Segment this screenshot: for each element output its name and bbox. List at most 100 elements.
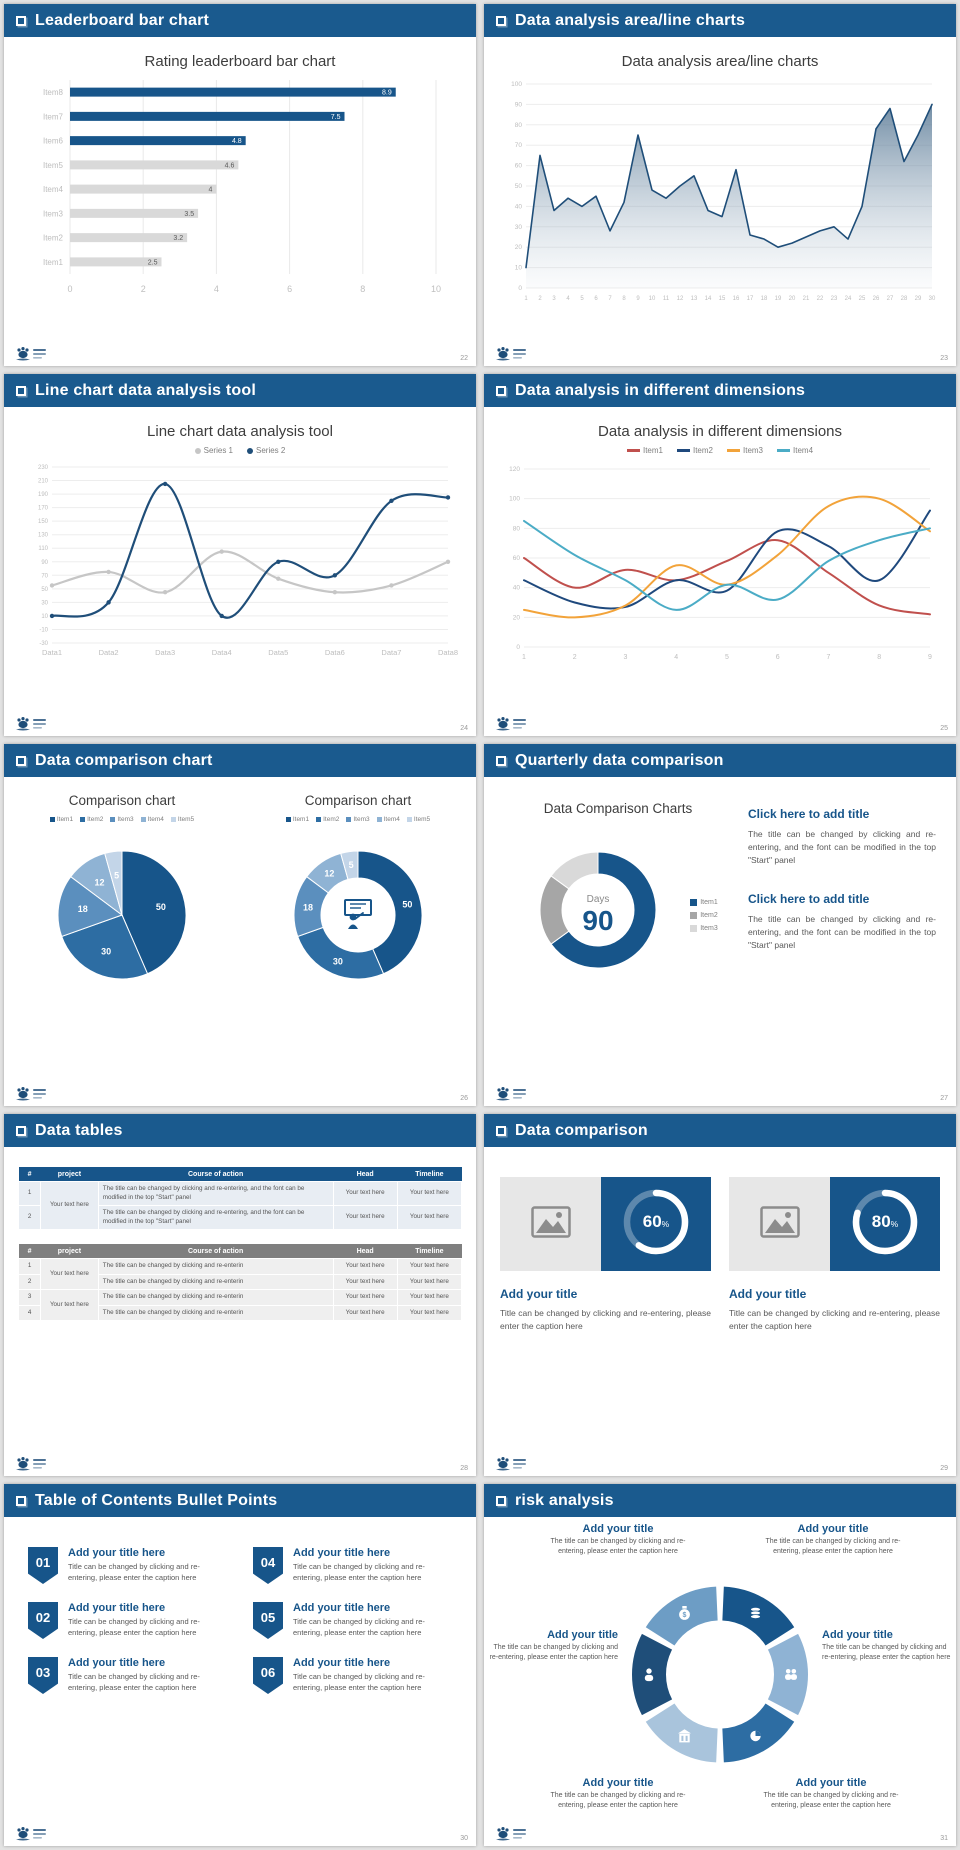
legend-item: Item4: [376, 816, 400, 823]
square-bullet-icon: [16, 15, 26, 26]
legend-swatch: [777, 449, 791, 452]
table-cell: Your text here: [40, 1181, 99, 1230]
slide-header: Line chart data analysis tool: [4, 374, 476, 407]
legend-item: Item1: [626, 446, 663, 455]
square-bullet-icon: [496, 755, 506, 766]
legend-item: Item1: [49, 816, 73, 823]
svg-text:Days: Days: [587, 894, 610, 905]
card-caption: Title can be changed by clicking and re-…: [500, 1308, 711, 1331]
text-block: Click here to add title The title can be…: [748, 807, 936, 868]
svg-text:5: 5: [114, 871, 119, 881]
risk-title: Add your title: [582, 1523, 654, 1535]
svg-text:80: 80: [515, 122, 523, 129]
svg-text:13: 13: [691, 296, 698, 302]
slide-risk-analysis[interactable]: risk analysis $ Add your title The title…: [484, 1484, 956, 1846]
table-cell: 2: [17, 1273, 42, 1290]
svg-text:170: 170: [38, 506, 49, 512]
legend-label: Item1: [642, 446, 663, 455]
table-cell: The title can be changed by clicking and…: [97, 1205, 334, 1230]
comparison-card: 80% Add your title Title can be changed …: [729, 1177, 940, 1333]
column-header: #: [18, 1244, 41, 1259]
svg-text:4.6: 4.6: [225, 162, 235, 169]
risk-wheel-diagram: $: [620, 1575, 820, 1780]
badge-number: 05: [260, 1610, 276, 1625]
donut-chart: 50 30 18 12 5: [258, 827, 458, 1014]
slide-header: Quarterly data comparison: [484, 744, 956, 777]
table-cell: The title can be changed by clicking and…: [97, 1181, 334, 1206]
risk-title: Add your title: [797, 1523, 869, 1535]
slide-body: 60% Add your title Title can be changed …: [484, 1147, 956, 1476]
toc-item: 03 Add your title here Title can be chan…: [28, 1657, 227, 1694]
slide-body: Data analysis area/line charts 0 10 20 30 40…: [484, 37, 956, 366]
risk-caption: The title can be changed by clicking and…: [550, 1538, 686, 1555]
svg-text:0: 0: [67, 284, 72, 294]
donut-panel: Data Comparison Charts Days 90 Item1 Item…: [492, 793, 744, 1106]
table-cell: 2: [17, 1205, 42, 1230]
svg-text:50: 50: [156, 902, 166, 912]
svg-text:24: 24: [845, 296, 852, 302]
svg-text:7.5: 7.5: [331, 114, 341, 121]
slide-header-title: Line chart data analysis tool: [35, 381, 256, 399]
legend-item: Item5: [170, 816, 194, 823]
svg-text:4: 4: [208, 187, 212, 194]
toc-title: Add your title here: [68, 1602, 166, 1614]
legend-item: Item3: [727, 446, 763, 455]
square-bullet-icon: [496, 1125, 506, 1136]
image-placeholder-icon: [530, 1205, 571, 1243]
legend-item: Series 1: [194, 446, 233, 455]
svg-text:Data8: Data8: [438, 648, 458, 657]
slide-data-comparison-cards[interactable]: Data comparison 60% Add your title Title…: [484, 1114, 956, 1476]
svg-text:10: 10: [431, 284, 441, 294]
svg-text:120: 120: [509, 466, 520, 473]
slide-toc-bullet-points[interactable]: Table of Contents Bullet Points 01 Add y…: [4, 1484, 476, 1846]
legend-swatch: [170, 817, 176, 822]
slide-header-title: Data comparison: [515, 1121, 648, 1139]
table-cell: Your text here: [396, 1258, 463, 1275]
table-row: 1 Your text here The title can be change…: [17, 1258, 463, 1290]
block-body: The title can be changed by clicking and…: [748, 829, 936, 866]
table-row: 2 The title can be changed by clicking a…: [17, 1205, 463, 1230]
slide-body: Data Comparison Charts Days 90 Item1 Item…: [484, 777, 956, 1106]
svg-text:$: $: [683, 1612, 687, 1619]
square-bullet-icon: [496, 1495, 506, 1506]
badge-number: 03: [35, 1665, 51, 1680]
multi-line-chart: 0 20 40 60 80 100 120 1 2 3 4 5 6 7 8 9: [484, 459, 956, 676]
svg-text:Data2: Data2: [99, 648, 119, 657]
risk-caption: The title can be changed by clicking and…: [489, 1644, 618, 1661]
legend-item: Item2: [80, 816, 103, 823]
legend-label: Item3: [700, 925, 718, 932]
svg-text:1: 1: [524, 296, 528, 302]
risk-item: Add your title The title can be changed …: [752, 1523, 914, 1557]
svg-text:6: 6: [287, 284, 292, 294]
svg-text:9: 9: [928, 654, 932, 661]
slide-header: risk analysis: [484, 1484, 956, 1517]
svg-text:80%: 80%: [872, 1212, 899, 1231]
svg-text:27: 27: [887, 296, 894, 302]
svg-text:Data3: Data3: [155, 648, 175, 657]
slide-leaderboard-bar-chart[interactable]: Leaderboard bar chart Rating leaderboard…: [4, 4, 476, 366]
building-icon: [678, 1729, 691, 1743]
slide-header-title: Data tables: [35, 1121, 123, 1139]
svg-text:Item4: Item4: [43, 185, 64, 194]
slide-line-chart-tool[interactable]: Line chart data analysis tool Line chart…: [4, 374, 476, 736]
slide-header: Data analysis in different dimensions: [484, 374, 956, 407]
progress-ring-80: 80%: [845, 1182, 925, 1267]
slide-data-comparison-chart[interactable]: Data comparison chart Comparison chart I…: [4, 744, 476, 1106]
toc-caption: Title can be changed by clicking and re-…: [293, 1617, 425, 1637]
slide-data-tables[interactable]: Data tables # project Course of action H…: [4, 1114, 476, 1476]
toc-item: 05 Add your title here Title can be chan…: [253, 1602, 452, 1639]
slide-header-title: Data analysis area/line charts: [515, 11, 746, 29]
slide-dimensions-analysis[interactable]: Data analysis in different dimensions Da…: [484, 374, 956, 736]
table-cell: Your text here: [396, 1205, 463, 1230]
slide-quarterly-comparison[interactable]: Quarterly data comparison Data Compariso…: [484, 744, 956, 1106]
svg-text:40: 40: [515, 203, 523, 210]
slide-body: Comparison chart Item1 Item2 Item3 Item4…: [4, 777, 476, 1106]
svg-text:25: 25: [859, 296, 866, 302]
svg-text:40: 40: [513, 585, 521, 592]
svg-text:80: 80: [513, 525, 521, 532]
slide-area-line-charts[interactable]: Data analysis area/line charts Data anal…: [484, 4, 956, 366]
slide-header-title: Leaderboard bar chart: [35, 11, 210, 29]
svg-text:90: 90: [583, 905, 614, 936]
leaderboard-bar-chart: 0 2 4 6 8 10 8.9 Item8 7.5 Item7 4.8 Item6 4.6 Item5 4…: [4, 74, 476, 309]
svg-text:8.9: 8.9: [382, 90, 392, 97]
